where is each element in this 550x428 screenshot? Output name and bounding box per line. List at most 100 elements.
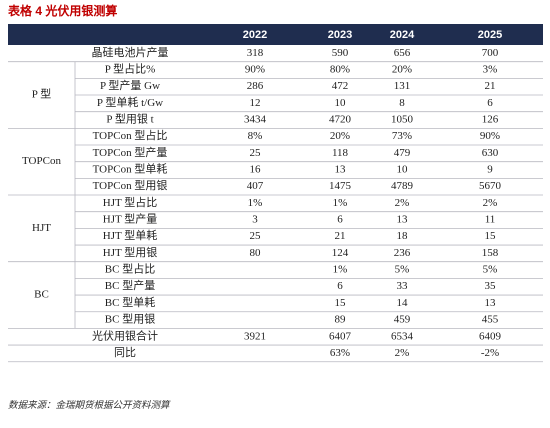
cell: 630 bbox=[482, 147, 499, 159]
cell: 318 bbox=[247, 47, 264, 59]
column-header: 2022 bbox=[243, 29, 267, 41]
cell: 8 bbox=[399, 97, 405, 109]
cell: 8% bbox=[248, 130, 263, 142]
cell: 6 bbox=[337, 280, 343, 292]
cell: 1050 bbox=[391, 114, 414, 126]
cell: 2% bbox=[483, 197, 498, 209]
cell: 656 bbox=[394, 47, 411, 59]
cell: 459 bbox=[394, 314, 411, 326]
header-band bbox=[8, 24, 543, 45]
cell: 455 bbox=[482, 314, 499, 326]
cell: 16 bbox=[250, 164, 262, 176]
cell: 3 bbox=[252, 214, 258, 226]
row-label: HJT 型单耗 bbox=[103, 228, 158, 242]
cell: 700 bbox=[482, 47, 499, 59]
cell: 73% bbox=[392, 130, 412, 142]
source-note: 数据来源：金瑞期货根据公开资料测算 bbox=[8, 399, 171, 411]
cell: 6409 bbox=[479, 330, 502, 342]
cell: 6534 bbox=[391, 330, 414, 342]
cell: 9 bbox=[487, 164, 493, 176]
row-label: P 型占比% bbox=[105, 62, 156, 76]
cell: 18 bbox=[397, 230, 409, 242]
row-label: P 型用银 t bbox=[106, 112, 153, 126]
cell: 286 bbox=[247, 80, 264, 92]
cell: 25 bbox=[250, 147, 262, 159]
cell: 13 bbox=[335, 164, 347, 176]
cell: 126 bbox=[482, 114, 499, 126]
row-label: BC 型用银 bbox=[105, 312, 155, 326]
cell: 407 bbox=[247, 180, 264, 192]
cell: 15 bbox=[335, 297, 347, 309]
cell: 4789 bbox=[391, 180, 414, 192]
row-label: TOPCon 型单耗 bbox=[93, 162, 168, 176]
row-label: BC 型产量 bbox=[105, 278, 155, 292]
cell: 15 bbox=[485, 230, 497, 242]
cell: 1475 bbox=[329, 180, 352, 192]
cell: 118 bbox=[332, 147, 349, 159]
cell: 3434 bbox=[244, 114, 267, 126]
cell: 6407 bbox=[329, 330, 352, 342]
cell: 63% bbox=[330, 347, 350, 359]
group-label: P 型 bbox=[32, 87, 51, 101]
column-header: 2025 bbox=[478, 29, 502, 41]
row-label: HJT 型产量 bbox=[103, 212, 158, 226]
cell: 80% bbox=[330, 64, 350, 76]
row-label: BC 型占比 bbox=[105, 262, 155, 276]
cell: 1% bbox=[333, 264, 348, 276]
row-label: HJT 型用银 bbox=[103, 245, 158, 259]
cell: 35 bbox=[485, 280, 497, 292]
column-header: 2024 bbox=[390, 29, 415, 41]
cell: 12 bbox=[250, 97, 261, 109]
cell: 20% bbox=[392, 64, 412, 76]
cell: 80 bbox=[250, 247, 262, 259]
row-label: TOPCon 型产量 bbox=[93, 145, 168, 159]
cell: 4720 bbox=[329, 114, 352, 126]
cell: 1% bbox=[248, 197, 263, 209]
cell: 14 bbox=[397, 297, 409, 309]
cell: 479 bbox=[394, 147, 411, 159]
cell: 25 bbox=[250, 230, 262, 242]
group-label: TOPCon bbox=[22, 155, 61, 167]
cell: 472 bbox=[332, 80, 349, 92]
cell: 13 bbox=[485, 297, 497, 309]
cell: 90% bbox=[480, 130, 500, 142]
cell: 158 bbox=[482, 247, 499, 259]
cell: 2% bbox=[395, 197, 410, 209]
cell: 6 bbox=[487, 97, 493, 109]
cell: 236 bbox=[394, 247, 411, 259]
cell: 90% bbox=[245, 64, 265, 76]
cell: 2% bbox=[395, 347, 410, 359]
cell: 5670 bbox=[479, 180, 502, 192]
row-label: 同比 bbox=[114, 346, 136, 359]
cell: 5% bbox=[395, 264, 410, 276]
cell: 5% bbox=[483, 264, 498, 276]
cell: 3921 bbox=[244, 330, 266, 342]
row-label: TOPCon 型占比 bbox=[93, 128, 168, 142]
cell: 10 bbox=[335, 97, 347, 109]
row-label: TOPCon 型用银 bbox=[93, 178, 168, 192]
row-label: BC 型单耗 bbox=[105, 295, 155, 309]
cell: 20% bbox=[330, 130, 350, 142]
cell: -2% bbox=[481, 347, 499, 359]
row-label: 光伏用银合计 bbox=[92, 328, 158, 342]
row-label: P 型单耗 t/Gw bbox=[97, 95, 163, 109]
column-header: 2023 bbox=[328, 29, 352, 41]
cell: 10 bbox=[397, 164, 409, 176]
cell: 13 bbox=[397, 214, 409, 226]
cell: 3% bbox=[483, 64, 498, 76]
cell: 89 bbox=[335, 314, 347, 326]
cell: 33 bbox=[397, 280, 409, 292]
row-label: HJT 型占比 bbox=[103, 195, 158, 209]
group-label: BC bbox=[34, 289, 49, 301]
cell: 1% bbox=[333, 197, 348, 209]
cell: 131 bbox=[394, 80, 411, 92]
row-label: 晶硅电池片产量 bbox=[92, 45, 169, 59]
cell: 21 bbox=[335, 230, 346, 242]
cell: 6 bbox=[337, 214, 343, 226]
row-label: P 型产量 Gw bbox=[100, 78, 160, 92]
group-label: HJT bbox=[32, 222, 51, 234]
table-title: 表格 4 光伏用银测算 bbox=[7, 3, 117, 18]
cell: 590 bbox=[332, 47, 349, 59]
